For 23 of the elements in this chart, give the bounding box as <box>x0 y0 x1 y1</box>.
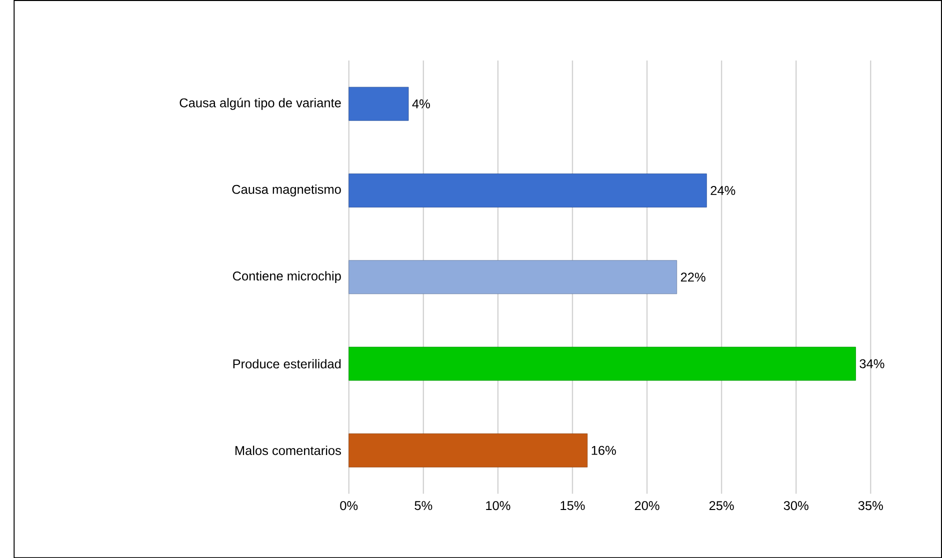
bar <box>348 433 588 468</box>
x-tick-label: 0% <box>340 501 358 510</box>
x-tick-label: 30% <box>784 501 808 510</box>
data-label: 34% <box>860 359 884 368</box>
x-tick-label: 25% <box>709 501 734 510</box>
x-tick-label: 35% <box>858 501 883 510</box>
bar <box>348 346 856 381</box>
x-tick-label: 20% <box>634 501 660 510</box>
y-tick-label: Contiene microchip <box>232 271 341 283</box>
data-label: 16% <box>592 446 616 455</box>
data-label: 22% <box>680 272 706 282</box>
data-label: 4% <box>412 99 430 108</box>
x-tick-label: 5% <box>414 501 432 510</box>
bar <box>348 260 678 294</box>
y-tick-label: Malos comentarios <box>235 446 341 455</box>
x-tick-label: 10% <box>486 501 510 510</box>
bar <box>348 173 707 208</box>
x-tick-label: 15% <box>560 501 585 510</box>
y-tick-label: Causa algún tipo de variante <box>180 98 341 110</box>
bar <box>348 86 409 121</box>
data-label: 24% <box>710 186 736 195</box>
y-tick-label: Produce esterilidad <box>233 358 341 368</box>
y-tick-label: Causa magnetismo <box>232 184 341 196</box>
